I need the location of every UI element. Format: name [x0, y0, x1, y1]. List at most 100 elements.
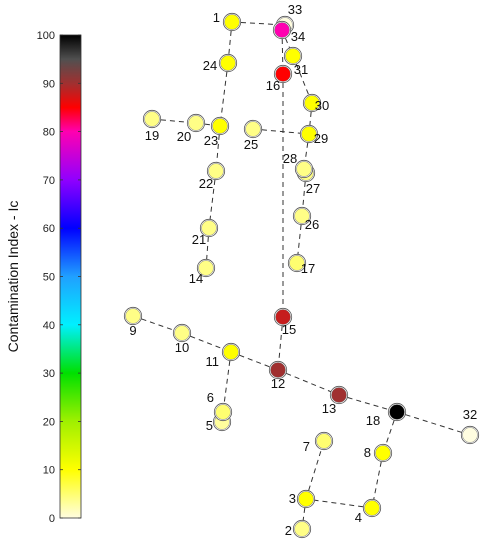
- pipe-edge: [305, 440, 325, 500]
- node-4: 4: [355, 498, 382, 525]
- node-marker: [275, 309, 291, 325]
- node-label: 28: [283, 151, 297, 166]
- node-23: 23: [204, 116, 230, 148]
- node-marker: [224, 14, 240, 30]
- node-label: 17: [301, 261, 315, 276]
- node-10: 10: [172, 323, 192, 355]
- node-marker: [296, 161, 312, 177]
- node-marker: [316, 433, 332, 449]
- node-marker: [245, 121, 261, 137]
- node-marker: [298, 491, 314, 507]
- pipe-edge: [205, 227, 210, 269]
- node-3: 3: [289, 489, 316, 509]
- node-label: 13: [322, 401, 336, 416]
- node-marker: [294, 521, 310, 537]
- node-label: 12: [271, 376, 285, 391]
- node-14: 14: [189, 258, 216, 286]
- node-marker: [270, 362, 286, 378]
- node-label: 8: [364, 445, 371, 460]
- node-19: 19: [142, 109, 162, 143]
- colorbar-gradient: [59, 34, 82, 519]
- node-label: 31: [294, 62, 308, 77]
- node-marker: [198, 260, 214, 276]
- node-label: 26: [305, 217, 319, 232]
- node-marker: [144, 111, 160, 127]
- node-marker: [301, 126, 317, 142]
- node-marker: [462, 427, 478, 443]
- node-marker: [212, 118, 228, 134]
- colorbar-tick-label: 100: [37, 30, 55, 42]
- node-label: 11: [206, 354, 220, 369]
- node-marker: [174, 325, 190, 341]
- pipe-edge: [222, 351, 232, 413]
- node-label: 30: [315, 98, 329, 113]
- colorbar-tick-label: 50: [43, 272, 55, 284]
- node-11: 11: [206, 342, 241, 369]
- node-7: 7: [303, 431, 334, 454]
- colorbar-tick-label: 0: [49, 513, 55, 525]
- node-13: 13: [322, 385, 349, 416]
- node-label: 24: [203, 58, 217, 73]
- colorbar-tick-label: 40: [43, 320, 55, 332]
- node-label: 18: [366, 413, 380, 428]
- pipe-edge: [301, 172, 307, 217]
- pipe-edge: [338, 394, 398, 413]
- node-17: 17: [287, 253, 315, 276]
- pipe-edge: [227, 21, 233, 64]
- node-marker: [201, 220, 217, 236]
- colorbar-tick-label: 80: [43, 127, 55, 139]
- node-label: 4: [355, 510, 362, 525]
- colorbar: 0 10 20 30 40 50 60 70 80 90 100 Contamination Ind…: [5, 30, 82, 525]
- colorbar-tick-label: 60: [43, 223, 55, 235]
- node-34: 34: [272, 20, 305, 44]
- node-label: 27: [306, 181, 320, 196]
- node-8: 8: [364, 443, 393, 463]
- node-label: 5: [206, 418, 213, 433]
- node-label: 6: [207, 390, 214, 405]
- node-marker: [289, 255, 305, 271]
- node-label: 2: [285, 523, 292, 538]
- node-12: 12: [268, 360, 288, 391]
- node-6: 6: [207, 390, 233, 422]
- colorbar-tick-label: 90: [43, 78, 55, 90]
- pipe-edge: [219, 62, 229, 127]
- node-9: 9: [123, 306, 143, 338]
- node-30: 30: [302, 93, 329, 113]
- node-label: 21: [192, 232, 206, 247]
- node-2: 2: [285, 519, 312, 539]
- pipe-edge: [277, 369, 340, 396]
- node-marker: [220, 55, 236, 71]
- node-marker: [304, 95, 320, 111]
- pipe-edge: [396, 411, 471, 436]
- colorbar-tick-label: 30: [43, 368, 55, 380]
- node-29: 29: [299, 124, 328, 146]
- node-label: 29: [314, 131, 328, 146]
- node-marker: [215, 404, 231, 420]
- node-label: 10: [175, 340, 189, 355]
- node-label: 14: [189, 271, 203, 286]
- node-marker: [274, 22, 290, 38]
- node-20: 20: [177, 113, 206, 144]
- node-marker: [208, 163, 224, 179]
- node-1: 1: [213, 10, 242, 32]
- node-label: 34: [291, 29, 305, 44]
- node-label: 23: [204, 133, 218, 148]
- node-marker: [389, 404, 405, 420]
- colorbar-tick-label: 70: [43, 175, 55, 187]
- node-label: 3: [289, 491, 296, 506]
- node-marker: [188, 115, 204, 131]
- node-15: 15: [273, 307, 296, 337]
- node-label: 1: [213, 10, 220, 25]
- node-label: 20: [177, 129, 191, 144]
- colorbar-tick-label: 20: [43, 416, 55, 428]
- node-label: 22: [199, 176, 213, 191]
- colorbar-ticks: 0 10 20 30 40 50 60 70 80 90 100: [37, 30, 81, 525]
- node-marker: [364, 500, 380, 516]
- node-label: 25: [244, 137, 258, 152]
- node-marker: [294, 208, 310, 224]
- node-21: 21: [192, 218, 219, 247]
- colorbar-title: Contamination Index - Ic: [5, 201, 21, 353]
- node-31: 31: [283, 46, 308, 77]
